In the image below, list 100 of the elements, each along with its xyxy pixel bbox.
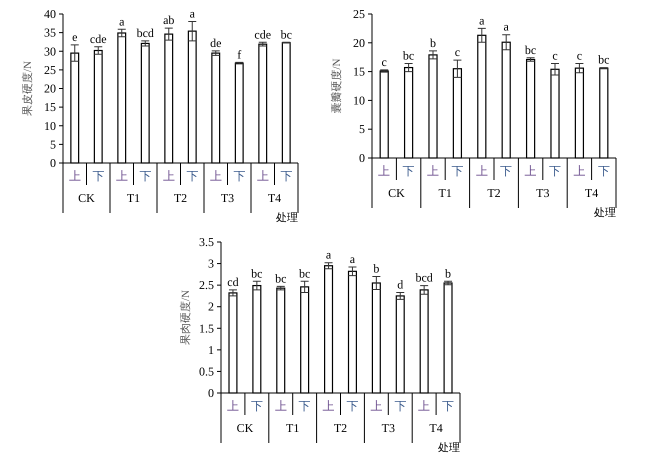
x-axis-title: 处理 xyxy=(276,211,298,224)
data-label: bc xyxy=(275,271,286,286)
x-tick-label: 下 xyxy=(451,164,464,178)
x-tick-label: 下 xyxy=(280,169,292,183)
data-label: a xyxy=(119,14,126,28)
x-tick-label: 下 xyxy=(346,399,358,413)
y-tick-label: 20 xyxy=(44,82,56,96)
x-tick-label: 上 xyxy=(226,399,239,413)
y-tick-label: 15 xyxy=(353,64,365,79)
data-label: bc xyxy=(598,52,610,67)
x-tick-label: 上 xyxy=(573,164,586,178)
y-tick-label: 5 xyxy=(50,137,56,152)
y-axis-title: 囊瓣硬度/N xyxy=(330,58,343,114)
text: T1 xyxy=(286,421,300,435)
x-tick-label: 上 xyxy=(162,169,175,183)
y-tick-label: 1 xyxy=(208,342,214,357)
y-axis-title: 果皮硬度/N xyxy=(21,60,34,116)
data-label: c xyxy=(382,54,387,69)
text: T4 xyxy=(268,191,282,205)
x-tick-label: 上 xyxy=(370,399,382,413)
data-label: cd xyxy=(227,274,239,289)
data-label: a xyxy=(350,252,356,266)
text: T4 xyxy=(429,421,443,435)
y-tick-label: 0 xyxy=(359,151,365,165)
text: CK xyxy=(78,191,96,205)
y-tick-label: 5 xyxy=(359,122,365,136)
text: CK xyxy=(388,186,406,200)
y-tick-label: 25 xyxy=(44,62,56,77)
text: T3 xyxy=(382,421,395,435)
x-tick-label: 上 xyxy=(210,169,222,183)
y-tick-label: 20 xyxy=(353,36,365,50)
x-tick-label: 下 xyxy=(402,164,415,178)
text: T4 xyxy=(584,186,598,200)
text: CK xyxy=(236,421,254,435)
data-label: b xyxy=(373,262,380,276)
data-label: ab xyxy=(163,13,174,28)
y-tick-label: 2 xyxy=(208,300,214,314)
x-tick-label: 下 xyxy=(139,169,152,183)
x-tick-label: 上 xyxy=(418,399,430,413)
x-tick-label: 上 xyxy=(427,164,439,178)
text: T2 xyxy=(174,191,188,205)
y-tick-label: 0 xyxy=(208,386,214,400)
data-label: a xyxy=(504,20,510,34)
data-label: cde xyxy=(90,32,107,46)
data-label: bc xyxy=(524,42,536,57)
data-label: b xyxy=(430,36,436,50)
data-label: bcd xyxy=(415,270,433,285)
y-tick-label: 35 xyxy=(44,26,56,40)
x-tick-label: 下 xyxy=(394,399,406,413)
text: T2 xyxy=(334,421,348,435)
data-label: de xyxy=(210,36,222,50)
data-label: a xyxy=(326,248,332,262)
x-tick-label: 下 xyxy=(598,164,610,178)
data-label: bc xyxy=(251,266,263,280)
x-tick-label: 下 xyxy=(186,169,198,183)
y-tick-label: 10 xyxy=(353,93,365,108)
data-label: f xyxy=(237,47,242,62)
x-tick-label: 上 xyxy=(256,169,269,183)
y-tick-label: 40 xyxy=(44,7,56,21)
data-label: d xyxy=(397,277,404,292)
y-tick-label: 25 xyxy=(353,7,365,21)
y-axis-title: 果肉硬度/N xyxy=(179,290,192,345)
y-tick-label: 3.5 xyxy=(199,235,214,249)
text: T3 xyxy=(536,186,550,200)
x-tick-label: 上 xyxy=(68,169,81,183)
y-tick-label: 2.5 xyxy=(199,278,214,292)
x-tick-label: 上 xyxy=(322,399,335,413)
y-tick-label: 0.5 xyxy=(199,364,214,378)
data-label: b xyxy=(445,266,452,280)
x-tick-label: 上 xyxy=(524,164,537,178)
data-label: bc xyxy=(280,27,292,42)
x-tick-label: 上 xyxy=(116,169,128,183)
y-tick-label: 0 xyxy=(50,156,56,170)
x-tick-label: 上 xyxy=(274,399,287,413)
text: T2 xyxy=(487,186,501,200)
x-tick-label: 上 xyxy=(378,164,390,178)
x-tick-label: 下 xyxy=(500,164,512,178)
data-label: e xyxy=(72,30,78,44)
text: T1 xyxy=(126,191,140,205)
data-label: bc xyxy=(402,48,414,63)
x-tick-label: 下 xyxy=(298,399,311,413)
data-label: c xyxy=(454,45,460,60)
data-label: bcd xyxy=(136,26,154,40)
y-tick-label: 3 xyxy=(208,256,214,271)
data-label: c xyxy=(552,48,558,63)
y-tick-label: 15 xyxy=(44,100,56,114)
x-tick-label: 上 xyxy=(476,164,488,178)
x-tick-label: 下 xyxy=(233,169,246,183)
data-label: cde xyxy=(254,27,272,42)
data-label: a xyxy=(190,6,196,20)
x-tick-label: 下 xyxy=(250,399,263,413)
y-tick-label: 30 xyxy=(44,44,56,58)
text: T1 xyxy=(438,186,452,200)
data-label: bc xyxy=(298,266,310,280)
y-tick-label: 1.5 xyxy=(199,321,214,336)
x-tick-label: 下 xyxy=(442,399,454,413)
x-tick-label: 下 xyxy=(92,169,104,183)
x-axis-title: 处理 xyxy=(438,441,460,454)
data-label: a xyxy=(479,13,486,28)
y-tick-label: 10 xyxy=(44,118,56,133)
